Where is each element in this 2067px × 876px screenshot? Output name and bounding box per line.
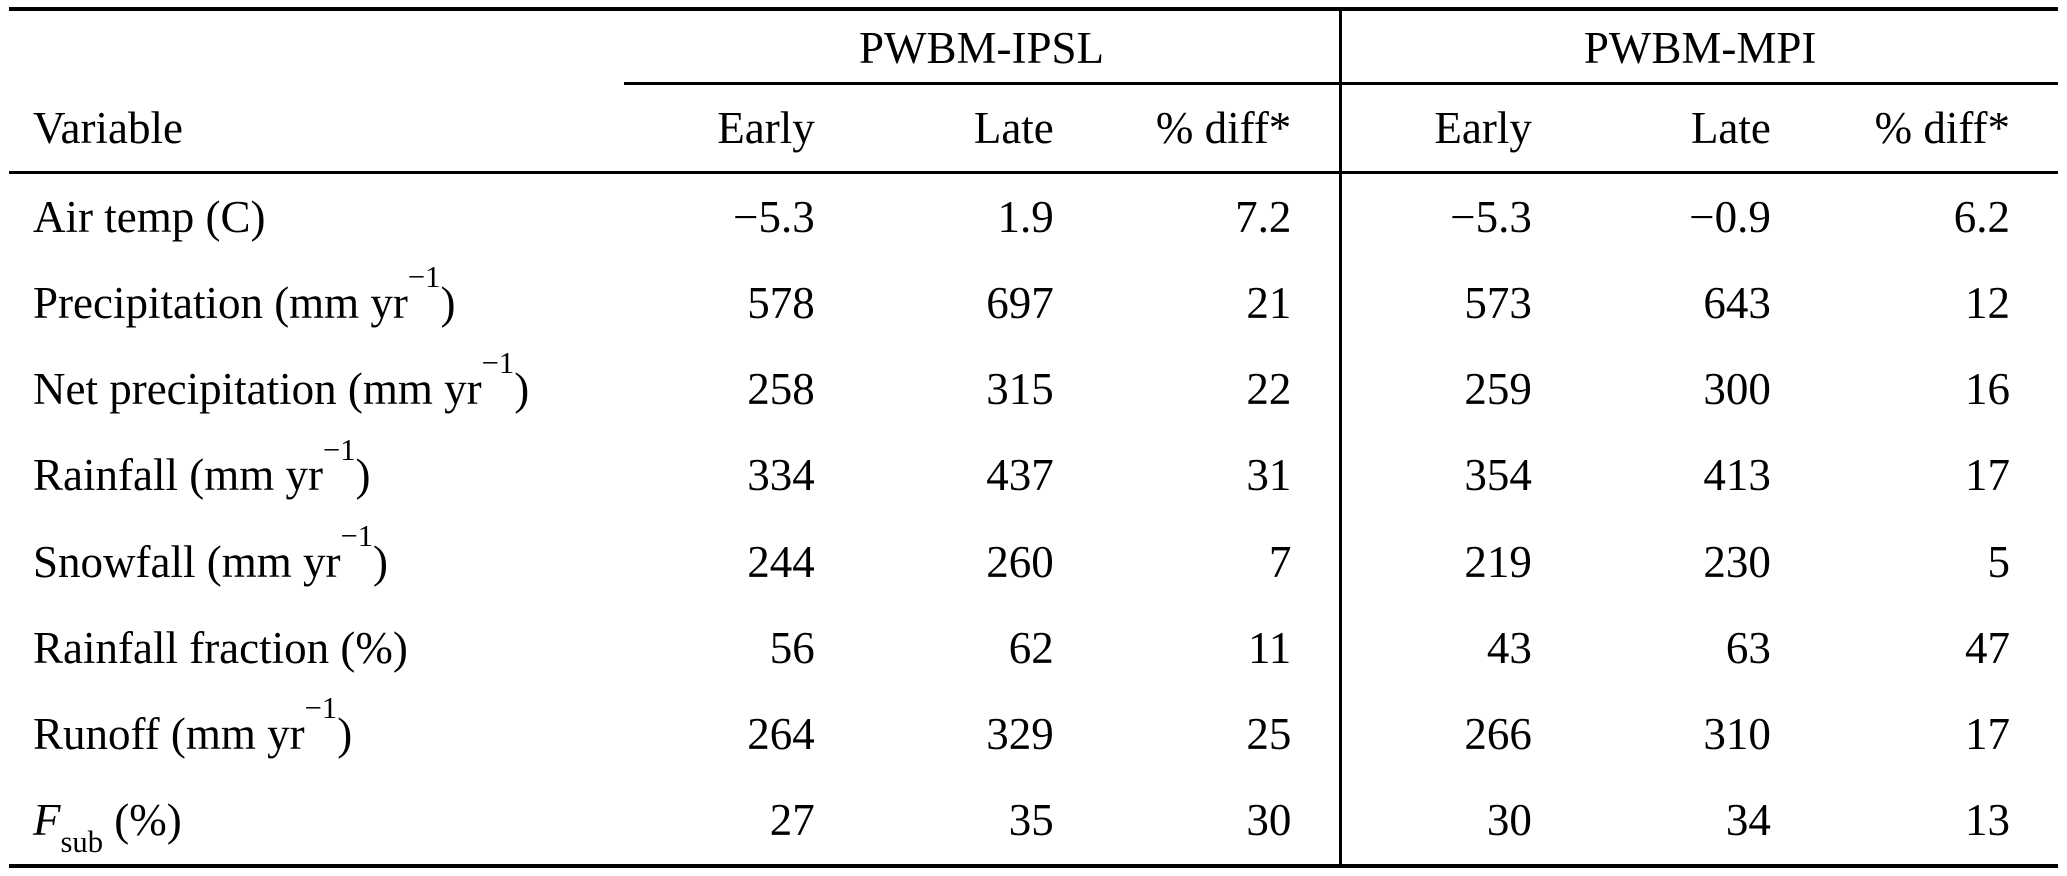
- col-header-pct-diff-ipsl: % diff*: [1101, 83, 1341, 174]
- table-row: Precipitation (mm yr−1) 578 697 21 573 643 12: [9, 259, 2058, 346]
- col-header-early-ipsl: Early: [623, 83, 863, 174]
- value-cell: 230: [1703, 536, 1771, 587]
- value-cell: 266: [1339, 691, 1580, 778]
- value-cell: 697: [986, 277, 1054, 328]
- value-cell: 219: [1339, 518, 1580, 605]
- table-row: Fsub (%) 27 35 30 30 34 13: [9, 777, 2058, 868]
- table-header: PWBM-IPSL PWBM-MPI Variable Early Late %…: [9, 7, 2058, 174]
- value-cell: 643: [1703, 277, 1771, 328]
- value-cell: −5.3: [733, 191, 815, 242]
- value-cell: 21: [1246, 277, 1292, 328]
- value-cell: 27: [623, 777, 863, 868]
- table-row: Air temp (C) −5.3 1.9 7.2 −5.3 −0.9 6.2: [9, 172, 2058, 260]
- value-cell: 258: [747, 364, 815, 414]
- group-header-pwbm-mpi: PWBM-MPI: [1339, 7, 2058, 86]
- results-table: PWBM-IPSL PWBM-MPI Variable Early Late %…: [9, 7, 2058, 868]
- value-cell: 43: [1339, 604, 1580, 691]
- value-cell: 7: [1268, 536, 1292, 587]
- value-cell: 437: [986, 450, 1054, 501]
- value-cell: 13: [1818, 777, 2058, 868]
- value-cell: −0.9: [1689, 191, 1771, 242]
- col-header-pct-diff-mpi: % diff*: [1818, 83, 2058, 174]
- value-cell: 244: [747, 536, 815, 587]
- value-cell: 260: [986, 536, 1054, 587]
- value-cell: 63: [1725, 622, 1771, 673]
- variable-cell: Air temp (C): [33, 191, 266, 242]
- value-cell: 25: [1246, 709, 1292, 759]
- value-cell: 17: [1965, 709, 2010, 759]
- value-cell: 573: [1339, 259, 1580, 346]
- value-cell: 12: [1965, 277, 2010, 328]
- value-cell: 34: [1579, 777, 1819, 868]
- value-cell: 16: [1965, 364, 2010, 414]
- value-cell: 334: [747, 450, 815, 501]
- variable-cell: Fsub (%): [9, 777, 624, 868]
- variable-cell: Rainfall (mm yr−1): [33, 432, 371, 501]
- table-row: Rainfall (mm yr−1) 334 437 31 354 413 17: [9, 432, 2058, 519]
- col-header-late-ipsl: Late: [862, 83, 1102, 174]
- variable-cell: Snowfall (mm yr−1): [33, 518, 389, 587]
- variable-cell: Runoff (mm yr−1): [33, 691, 353, 759]
- value-cell: 264: [747, 709, 815, 759]
- value-cell: 315: [986, 364, 1054, 414]
- value-cell: 310: [1703, 709, 1771, 759]
- value-cell: 6.2: [1953, 191, 2010, 242]
- corner-cell: [9, 7, 624, 84]
- value-cell: 7.2: [1235, 191, 1292, 242]
- variable-cell: Net precipitation (mm yr−1): [33, 346, 530, 414]
- group-header-pwbm-ipsl: PWBM-IPSL: [623, 7, 1341, 86]
- value-cell: 1.9: [997, 191, 1054, 242]
- table-row: Rainfall fraction (%) 56 62 11 43 63 47: [9, 604, 2058, 691]
- value-cell: 30: [1101, 777, 1341, 868]
- col-header-early-mpi: Early: [1339, 83, 1580, 174]
- value-cell: 22: [1246, 364, 1292, 414]
- value-cell: 259: [1339, 346, 1580, 433]
- table-row: Snowfall (mm yr−1) 244 260 7 219 230 5: [9, 518, 2058, 605]
- col-header-late-mpi: Late: [1579, 83, 1819, 174]
- value-cell: 31: [1246, 450, 1292, 501]
- value-cell: −5.3: [1339, 172, 1580, 260]
- col-header-variable: Variable: [9, 83, 624, 174]
- value-cell: 413: [1703, 450, 1771, 501]
- value-cell: 354: [1339, 432, 1580, 519]
- column-header-row: Variable Early Late % diff* Early Late %…: [9, 83, 2058, 174]
- group-header-row: PWBM-IPSL PWBM-MPI: [9, 7, 2058, 86]
- variable-cell: Rainfall fraction (%): [33, 622, 408, 673]
- value-cell: 5: [1987, 536, 2011, 587]
- variable-cell: Precipitation (mm yr−1): [33, 260, 456, 328]
- value-cell: 35: [862, 777, 1102, 868]
- value-cell: 47: [1965, 622, 2010, 673]
- value-cell: 300: [1703, 364, 1771, 414]
- value-cell: 30: [1339, 777, 1580, 868]
- value-cell: 56: [769, 622, 815, 673]
- table-body: Air temp (C) −5.3 1.9 7.2 −5.3 −0.9 6.2 Precipi…: [9, 172, 2058, 868]
- table-row: Runoff (mm yr−1) 264 329 25 266 310 17: [9, 691, 2058, 778]
- value-cell: 329: [986, 709, 1054, 759]
- table-row: Net precipitation (mm yr−1) 258 315 22 259 30…: [9, 346, 2058, 433]
- value-cell: 17: [1965, 450, 2010, 501]
- value-cell: 11: [1247, 622, 1292, 673]
- value-cell: 62: [1008, 622, 1054, 673]
- value-cell: 578: [747, 277, 815, 328]
